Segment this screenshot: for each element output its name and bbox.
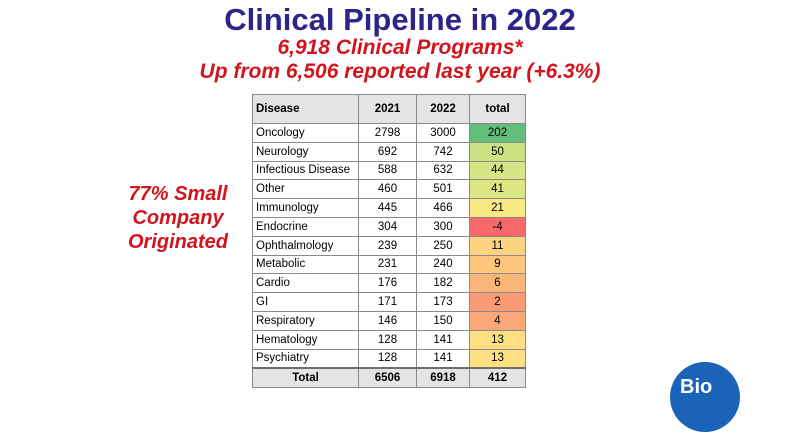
total-change-cell: -4 xyxy=(469,216,526,237)
total-label: Total xyxy=(252,367,359,389)
disease-cell: Oncology xyxy=(252,123,359,143)
value-2021-cell: 146 xyxy=(358,310,417,331)
total-change-cell: 4 xyxy=(469,310,526,331)
table-header-row: Disease 2021 2022 total xyxy=(252,94,526,124)
disease-cell: Psychiatry xyxy=(252,348,359,369)
value-2021-cell: 460 xyxy=(358,179,417,200)
table-row: Ophthalmology 239 250 11 xyxy=(252,235,526,256)
value-2021-cell: 445 xyxy=(358,198,417,218)
total-change-cell: 44 xyxy=(469,160,526,181)
disease-cell: Respiratory xyxy=(252,310,359,331)
header-total: total xyxy=(469,94,526,124)
disease-cell: Immunology xyxy=(252,198,359,218)
value-2021-cell: 2798 xyxy=(358,123,417,143)
disease-cell: Ophthalmology xyxy=(252,235,359,256)
disease-cell: GI xyxy=(252,292,359,312)
disease-cell: Metabolic xyxy=(252,254,359,275)
value-2021-cell: 171 xyxy=(358,292,417,312)
table-row: Respiratory 146 150 4 xyxy=(252,310,526,331)
value-2022-cell: 240 xyxy=(416,254,470,275)
value-2022-cell: 466 xyxy=(416,198,470,218)
table-row: Neurology 692 742 50 xyxy=(252,141,526,162)
value-2022-cell: 141 xyxy=(416,348,470,369)
table-row: Metabolic 231 240 9 xyxy=(252,254,526,275)
disease-cell: Neurology xyxy=(252,141,359,162)
total-change-cell: 6 xyxy=(469,273,526,294)
side-note-line-3: Originated xyxy=(127,231,228,253)
subtitle-programs: 6,918 Clinical Programs* xyxy=(277,36,523,59)
total-change-cell: 11 xyxy=(469,235,526,256)
total-change-cell: 21 xyxy=(469,198,526,218)
table-row: GI 171 173 2 xyxy=(252,292,526,312)
value-2022-cell: 250 xyxy=(416,235,470,256)
value-2021-cell: 588 xyxy=(358,160,417,181)
header-2022: 2022 xyxy=(416,94,470,124)
value-2022-cell: 173 xyxy=(416,292,470,312)
total-change-cell: 41 xyxy=(469,179,526,200)
value-2021-cell: 239 xyxy=(358,235,417,256)
subtitle-growth: Up from 6,506 reported last year (+6.3%) xyxy=(199,60,601,83)
bio-logo-text: Bio xyxy=(680,376,713,398)
value-2021-cell: 231 xyxy=(358,254,417,275)
table-row: Oncology 2798 3000 202 xyxy=(252,123,526,143)
side-note-line-2: Company xyxy=(132,207,224,229)
table-total-row: Total 6506 6918 412 xyxy=(252,367,526,389)
value-2021-cell: 692 xyxy=(358,141,417,162)
value-2022-cell: 150 xyxy=(416,310,470,331)
value-2021-cell: 176 xyxy=(358,273,417,294)
value-2021-cell: 304 xyxy=(358,216,417,237)
total-2021: 6506 xyxy=(358,367,417,389)
table-row: Other 460 501 41 xyxy=(252,179,526,200)
table-row: Endocrine 304 300 -4 xyxy=(252,216,526,237)
disease-cell: Other xyxy=(252,179,359,200)
header-disease: Disease xyxy=(252,94,359,124)
total-change-cell: 13 xyxy=(469,329,526,350)
table-row: Cardio 176 182 6 xyxy=(252,273,526,294)
bio-logo: Bio xyxy=(670,362,740,432)
side-note-line-1: 77% Small xyxy=(128,183,228,205)
table-row: Infectious Disease 588 632 44 xyxy=(252,160,526,181)
total-change-cell: 2 xyxy=(469,292,526,312)
total-change-cell: 50 xyxy=(469,141,526,162)
disease-cell: Hematology xyxy=(252,329,359,350)
total-change: 412 xyxy=(469,367,526,389)
pipeline-table: Disease 2021 2022 total Oncology 2798 3000… xyxy=(252,94,526,389)
value-2022-cell: 182 xyxy=(416,273,470,294)
disease-cell: Cardio xyxy=(252,273,359,294)
value-2021-cell: 128 xyxy=(358,329,417,350)
value-2022-cell: 141 xyxy=(416,329,470,350)
total-2022: 6918 xyxy=(416,367,470,389)
value-2021-cell: 128 xyxy=(358,348,417,369)
table-row: Hematology 128 141 13 xyxy=(252,329,526,350)
value-2022-cell: 501 xyxy=(416,179,470,200)
value-2022-cell: 300 xyxy=(416,216,470,237)
header-2021: 2021 xyxy=(358,94,417,124)
value-2022-cell: 632 xyxy=(416,160,470,181)
table-row: Psychiatry 128 141 13 xyxy=(252,348,526,369)
table-row: Immunology 445 466 21 xyxy=(252,198,526,218)
value-2022-cell: 3000 xyxy=(416,123,470,143)
disease-cell: Infectious Disease xyxy=(252,160,359,181)
total-change-cell: 13 xyxy=(469,348,526,369)
total-change-cell: 202 xyxy=(469,123,526,143)
value-2022-cell: 742 xyxy=(416,141,470,162)
table-body: Oncology 2798 3000 202 Neurology 692 742 50 Infe… xyxy=(252,123,526,369)
total-change-cell: 9 xyxy=(469,254,526,275)
disease-cell: Endocrine xyxy=(252,216,359,237)
page-title: Clinical Pipeline in 2022 xyxy=(224,2,576,37)
